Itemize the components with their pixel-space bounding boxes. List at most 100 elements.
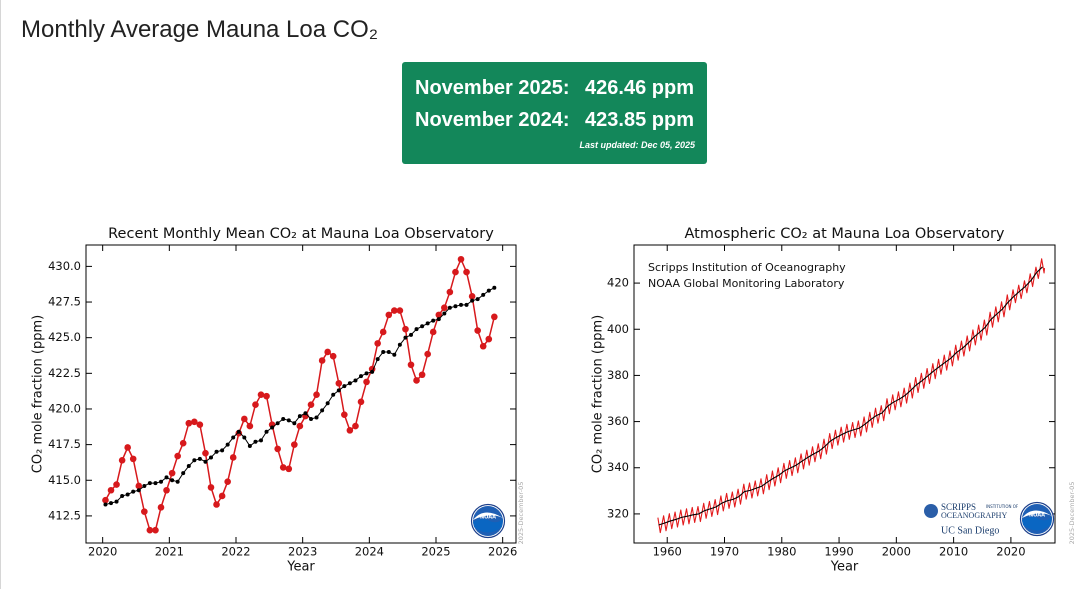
x-tick-label: 2020 xyxy=(996,545,1025,559)
y-tick-label: 417.5 xyxy=(48,437,81,451)
data-point xyxy=(285,465,293,473)
data-point xyxy=(241,415,248,423)
data-point xyxy=(141,508,148,515)
data-point xyxy=(324,348,331,356)
data-point xyxy=(142,483,147,488)
data-point xyxy=(353,378,358,383)
data-point xyxy=(192,458,197,463)
data-point xyxy=(113,481,120,488)
data-point xyxy=(397,342,402,347)
annotation: NOAA Global Monitoring Laboratory xyxy=(648,277,845,290)
data-point xyxy=(168,469,176,477)
data-point xyxy=(118,457,126,464)
data-point xyxy=(464,302,469,307)
data-point xyxy=(413,377,420,384)
data-point xyxy=(325,401,330,406)
plot-frame xyxy=(633,244,1056,544)
data-point xyxy=(370,369,375,374)
data-point xyxy=(146,526,154,534)
data-point xyxy=(453,304,458,309)
data-point xyxy=(242,435,247,440)
data-point xyxy=(485,335,493,343)
data-point xyxy=(246,422,254,430)
chart-title: Recent Monthly Mean CO₂ at Mauna Loa Obs… xyxy=(108,226,494,242)
data-point xyxy=(191,418,198,426)
y-axis-label: CO₂ mole fraction (ppm) xyxy=(31,315,46,473)
data-point xyxy=(429,328,437,336)
data-point xyxy=(385,311,393,319)
y-tick-label: 430.0 xyxy=(48,259,81,273)
x-tick-label: 2023 xyxy=(288,545,317,559)
page-edge xyxy=(0,0,1,589)
data-point xyxy=(346,427,354,434)
data-point xyxy=(347,381,352,386)
data-point xyxy=(359,374,363,379)
data-point xyxy=(231,435,236,440)
banner-row: November 2024: 423.85 ppm xyxy=(415,109,694,132)
banner-label: November 2024: xyxy=(415,109,570,131)
data-point xyxy=(386,349,391,354)
x-tick-label: 1990 xyxy=(824,545,853,559)
data-point xyxy=(185,419,193,427)
data-point xyxy=(129,455,137,463)
latest-values-banner: November 2025: 426.46 ppm November 2024: 4… xyxy=(402,62,707,164)
data-point xyxy=(153,481,158,486)
data-point xyxy=(374,340,381,347)
data-point xyxy=(120,493,125,498)
data-point xyxy=(124,444,131,451)
data-point xyxy=(252,401,259,408)
data-point xyxy=(286,418,291,423)
y-tick-label: 360 xyxy=(607,414,629,428)
y-tick-label: 415.0 xyxy=(48,473,81,487)
data-point xyxy=(424,350,431,358)
scripps-globe xyxy=(924,504,938,518)
x-tick-label: 1980 xyxy=(767,545,796,559)
data-point xyxy=(196,421,204,428)
data-point xyxy=(375,357,380,362)
data-point xyxy=(491,313,498,321)
data-point xyxy=(381,349,386,354)
data-point xyxy=(170,478,175,483)
y-tick-label: 400 xyxy=(607,322,629,336)
annotation: Scripps Institution of Oceanography xyxy=(648,261,846,274)
data-point xyxy=(179,439,187,447)
data-point xyxy=(418,371,426,379)
banner-value: 423.85 ppm xyxy=(585,109,694,131)
data-point xyxy=(135,482,143,490)
data-point xyxy=(279,464,287,471)
data-point xyxy=(392,352,397,357)
data-point xyxy=(475,297,480,302)
ucsd-name: UC San Diego xyxy=(941,525,999,536)
data-point xyxy=(431,318,436,323)
x-tick-label: 2024 xyxy=(355,545,384,559)
y-tick-label: 427.5 xyxy=(48,295,81,309)
last-updated: Last updated: Dec 05, 2025 xyxy=(579,140,695,150)
data-point xyxy=(329,352,337,360)
noaa-logo-wing xyxy=(473,512,503,520)
data-point xyxy=(186,464,191,469)
data-point xyxy=(452,268,459,276)
data-point xyxy=(270,425,275,430)
data-point xyxy=(202,449,209,457)
x-tick-label: 2000 xyxy=(882,545,911,559)
data-point xyxy=(396,307,404,314)
y-tick-label: 412.5 xyxy=(48,508,81,522)
data-point xyxy=(402,325,409,333)
watermark: 2025-December-05 xyxy=(1068,482,1076,545)
data-point xyxy=(420,324,425,329)
data-point xyxy=(309,416,313,421)
data-point xyxy=(403,335,408,340)
scripps-line2: OCEANOGRAPHY xyxy=(941,511,1007,520)
data-point xyxy=(259,438,263,443)
data-point xyxy=(147,481,152,486)
banner-label: November 2025: xyxy=(415,77,570,99)
data-point xyxy=(209,455,213,460)
data-point xyxy=(264,429,269,434)
x-tick-label: 1970 xyxy=(710,545,739,559)
data-point xyxy=(391,307,398,314)
data-point xyxy=(470,298,475,303)
banner-value: 426.46 ppm xyxy=(585,77,694,99)
series-line xyxy=(658,266,1043,526)
series-line xyxy=(657,258,1046,534)
